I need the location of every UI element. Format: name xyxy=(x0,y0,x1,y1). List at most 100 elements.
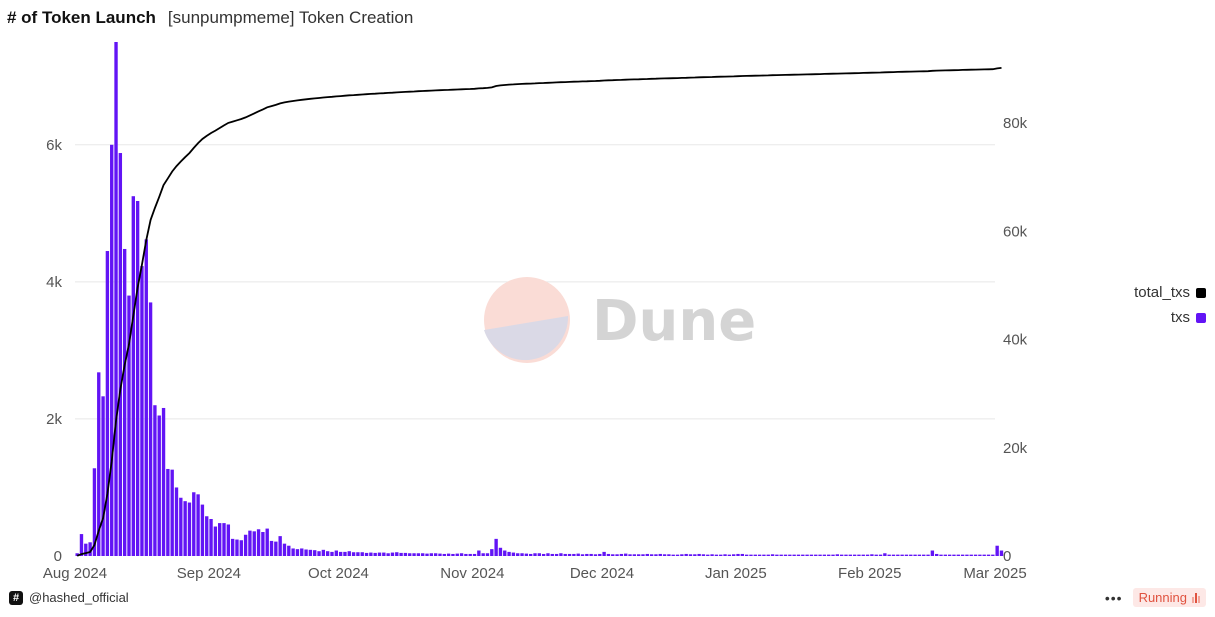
txs-bar xyxy=(567,553,572,556)
txs-bar xyxy=(218,523,222,556)
txs-bar xyxy=(554,553,559,556)
txs-bar xyxy=(395,552,399,556)
x-tick-label: Nov 2024 xyxy=(440,565,504,582)
txs-bar xyxy=(300,548,304,556)
running-status-badge: Running xyxy=(1132,588,1206,607)
txs-bar xyxy=(369,552,373,556)
x-tick-label: Aug 2024 xyxy=(43,565,107,582)
txs-bar xyxy=(706,554,710,556)
txs-bar xyxy=(399,552,403,556)
txs-bar xyxy=(770,554,775,556)
txs-bar xyxy=(563,553,567,556)
txs-bar xyxy=(503,550,507,556)
chart-title: # of Token Launch xyxy=(7,8,156,27)
txs-bar xyxy=(291,548,295,556)
x-tick-label: Mar 2025 xyxy=(963,565,1026,582)
txs-bar xyxy=(792,554,796,556)
x-tick-label: Jan 2025 xyxy=(705,565,767,582)
footer-actions: ••• Running xyxy=(1105,588,1206,607)
txs-bar xyxy=(991,554,995,556)
txs-bar xyxy=(922,554,926,556)
txs-bar xyxy=(468,553,472,556)
txs-bar xyxy=(243,534,248,556)
txs-bar xyxy=(226,524,231,556)
txs-bar xyxy=(891,554,896,556)
txs-bar xyxy=(200,504,205,556)
txs-bar xyxy=(723,554,727,556)
txs-bar xyxy=(848,554,852,556)
txs-bar xyxy=(382,552,386,556)
txs-bar xyxy=(347,551,351,556)
txs-bar xyxy=(498,547,503,556)
txs-bar xyxy=(429,553,434,556)
txs-bar xyxy=(451,553,455,556)
txs-bar xyxy=(114,42,118,556)
txs-bar xyxy=(88,542,92,556)
legend-swatch-total-txs xyxy=(1196,287,1206,298)
legend-label-total-txs: total_txs xyxy=(1134,284,1190,301)
txs-bar xyxy=(481,553,485,556)
right-y-tick-label: 60k xyxy=(1003,223,1028,240)
txs-bar xyxy=(183,501,187,556)
txs-bars xyxy=(75,42,1004,557)
txs-bar xyxy=(805,554,809,556)
txs-bar xyxy=(658,553,662,556)
txs-bar xyxy=(546,553,550,556)
txs-bar xyxy=(969,554,973,556)
txs-bar xyxy=(965,554,969,556)
txs-bar xyxy=(883,553,887,556)
txs-bar xyxy=(559,553,563,556)
txs-bar xyxy=(105,251,110,556)
txs-bar xyxy=(887,554,891,556)
txs-bar xyxy=(97,372,101,556)
txs-bar xyxy=(408,553,412,556)
txs-bar xyxy=(187,502,192,556)
txs-bar xyxy=(701,554,706,556)
txs-bar xyxy=(598,553,602,556)
txs-bar xyxy=(593,554,598,556)
txs-bar xyxy=(766,554,770,556)
legend-item-total-txs[interactable]: total_txs xyxy=(1134,280,1206,305)
txs-bar xyxy=(736,553,740,556)
txs-bar xyxy=(170,469,174,556)
txs-bar xyxy=(507,551,511,556)
txs-bar xyxy=(624,553,628,556)
txs-bar xyxy=(572,553,576,556)
txs-bar xyxy=(459,553,464,556)
total-txs-line xyxy=(76,67,1002,557)
txs-bar xyxy=(421,553,425,556)
txs-bar xyxy=(580,554,585,556)
txs-bar xyxy=(602,551,606,556)
x-axis: Aug 2024 Sep 2024 Oct 2024 Nov 2024 Dec 2024… xyxy=(43,565,1027,582)
txs-bar xyxy=(831,554,835,556)
legend: total_txs txs xyxy=(1134,280,1206,330)
txs-bar xyxy=(282,543,287,556)
more-options-icon[interactable]: ••• xyxy=(1104,589,1123,606)
txs-bar xyxy=(973,554,978,556)
txs-bar xyxy=(140,266,144,556)
txs-bar xyxy=(192,492,196,556)
author-name: @hashed_official xyxy=(29,590,129,605)
txs-bar xyxy=(636,554,641,556)
legend-item-txs[interactable]: txs xyxy=(1134,305,1206,330)
txs-bar xyxy=(753,554,757,556)
dune-watermark: Dune xyxy=(484,277,756,363)
txs-bar xyxy=(615,554,619,556)
txs-bar xyxy=(239,540,243,556)
txs-bar xyxy=(166,468,170,556)
txs-bar xyxy=(338,551,343,556)
txs-bar xyxy=(779,554,783,556)
txs-bar xyxy=(490,549,494,556)
chart-subtitle: [sunpumpmeme] Token Creation xyxy=(167,8,414,27)
txs-bar xyxy=(749,554,753,556)
txs-bar xyxy=(101,396,105,556)
author-credit[interactable]: # @hashed_official xyxy=(9,590,129,605)
txs-bar xyxy=(719,554,723,556)
txs-bar xyxy=(909,554,913,556)
txs-bar xyxy=(662,554,667,556)
txs-bar xyxy=(827,554,831,556)
txs-bar xyxy=(230,538,235,556)
txs-bar xyxy=(304,549,308,556)
txs-bar xyxy=(775,554,779,556)
